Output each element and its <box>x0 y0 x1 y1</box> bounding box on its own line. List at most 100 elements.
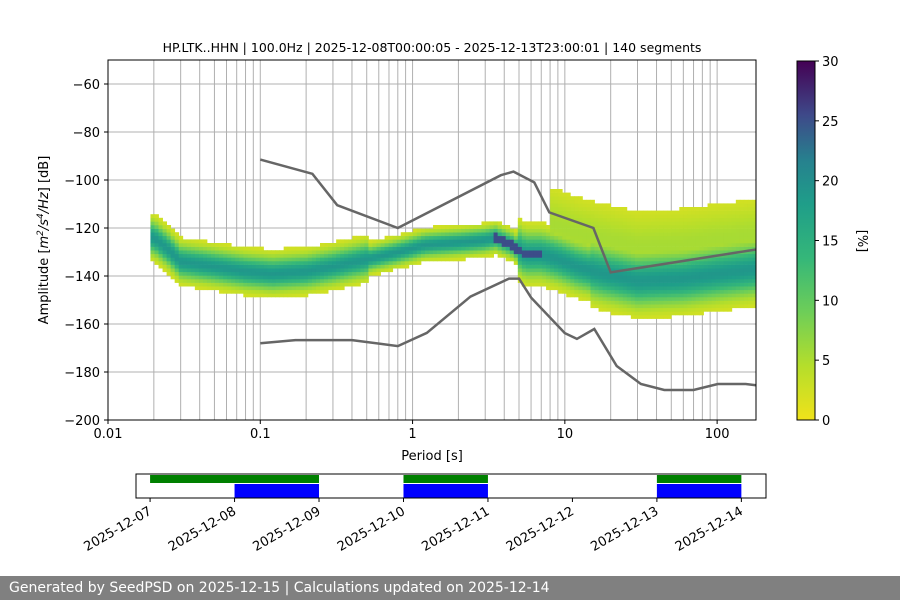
psd-cell <box>655 264 660 269</box>
psd-cell <box>231 286 236 291</box>
psd-cell <box>634 264 640 269</box>
psd-cell <box>154 243 159 247</box>
psd-cell <box>158 217 163 222</box>
psd-cell <box>400 232 406 237</box>
psd-cell <box>610 207 616 211</box>
psd-cell <box>445 253 450 258</box>
psd-cell <box>166 253 172 258</box>
psd-cell <box>166 271 172 276</box>
psd-cell <box>675 307 680 312</box>
psd-cell <box>247 246 252 251</box>
psd-cell <box>231 289 236 294</box>
psd-cell <box>554 196 559 201</box>
psd-cell <box>731 246 737 251</box>
psd-cell <box>340 243 345 247</box>
psd-cell <box>679 268 684 273</box>
psd-cell <box>489 253 494 258</box>
psd-cell <box>388 264 394 269</box>
psd-cell <box>320 279 325 283</box>
psd-cell <box>715 239 721 244</box>
psd-cell <box>663 307 668 312</box>
psd-cell <box>352 261 357 265</box>
psd-cell <box>485 250 490 255</box>
psd-cell <box>626 243 632 247</box>
psd-cell <box>162 228 167 233</box>
psd-cell <box>166 243 172 247</box>
psd-cell <box>651 297 656 301</box>
psd-cell <box>239 246 244 251</box>
psd-cell <box>719 225 725 229</box>
psd-cell <box>170 264 176 269</box>
psd-cell <box>162 235 167 240</box>
psd-cell <box>529 279 535 283</box>
psd-cell <box>441 228 446 233</box>
psd-cell <box>517 225 523 229</box>
psd-title: HP.LTK..HHN | 100.0Hz | 2025-12-08T00:00… <box>163 40 702 55</box>
psd-cell <box>441 257 446 262</box>
psd-cell <box>352 243 357 247</box>
psd-cell <box>727 239 733 244</box>
psd-cell <box>445 243 450 247</box>
psd-cell <box>178 246 184 251</box>
psd-cell <box>315 253 321 258</box>
psd-cell <box>445 239 450 244</box>
psd-cell <box>675 225 680 229</box>
psd-cell <box>606 203 612 208</box>
psd-cell <box>558 289 563 294</box>
psd-cell <box>158 246 163 251</box>
psd-cell <box>376 268 381 273</box>
psd-cell <box>663 282 668 287</box>
psd-cell <box>344 246 349 251</box>
psd-cell <box>517 257 523 262</box>
psd-cell <box>667 268 672 273</box>
psd-cell <box>711 228 717 233</box>
psd-cell <box>178 282 184 287</box>
psd-cell <box>747 275 753 280</box>
psd-cell <box>271 264 276 269</box>
psd-cell <box>356 243 361 247</box>
psd-cell <box>610 253 616 258</box>
psd-cell <box>590 246 595 251</box>
psd-cell <box>380 261 385 265</box>
psd-cell <box>336 286 341 291</box>
psd-cell <box>299 271 305 276</box>
psd-cell <box>715 257 721 262</box>
psd-cell <box>707 232 712 237</box>
psd-cell <box>715 210 721 215</box>
psd-cell <box>739 199 745 204</box>
psd-cell <box>251 275 256 280</box>
psd-cell <box>715 261 721 265</box>
psd-cell <box>642 304 648 309</box>
psd-cell <box>259 264 264 269</box>
psd-cell <box>707 286 712 291</box>
psd-cell <box>279 264 285 269</box>
psd-cell <box>610 250 616 255</box>
psd-cell <box>659 300 664 305</box>
psd-cell <box>647 286 652 291</box>
psd-cell <box>465 232 470 237</box>
psd-cell <box>235 264 240 269</box>
psd-cell <box>271 282 276 287</box>
psd-cell <box>582 243 587 247</box>
psd-cell <box>578 225 583 229</box>
psd-cell <box>182 264 188 269</box>
psd-cell <box>364 243 369 247</box>
psd-cell <box>533 253 539 258</box>
psd-cell <box>324 250 329 255</box>
psd-cell <box>320 243 325 247</box>
psd-cell <box>364 271 369 276</box>
psd-cell <box>647 250 652 255</box>
psd-cell <box>340 264 345 269</box>
psd-cell <box>638 271 644 276</box>
psd-cell <box>739 246 745 251</box>
psd-cell <box>336 257 341 262</box>
psd-cell <box>598 297 603 301</box>
psd-cell <box>638 311 644 316</box>
psd-cell <box>457 243 462 247</box>
psd-cell <box>739 289 745 294</box>
psd-cell <box>223 275 228 280</box>
psd-cell <box>659 210 664 215</box>
psd-cell <box>715 214 721 219</box>
psd-cell <box>453 239 458 244</box>
psd-cell <box>538 279 543 283</box>
